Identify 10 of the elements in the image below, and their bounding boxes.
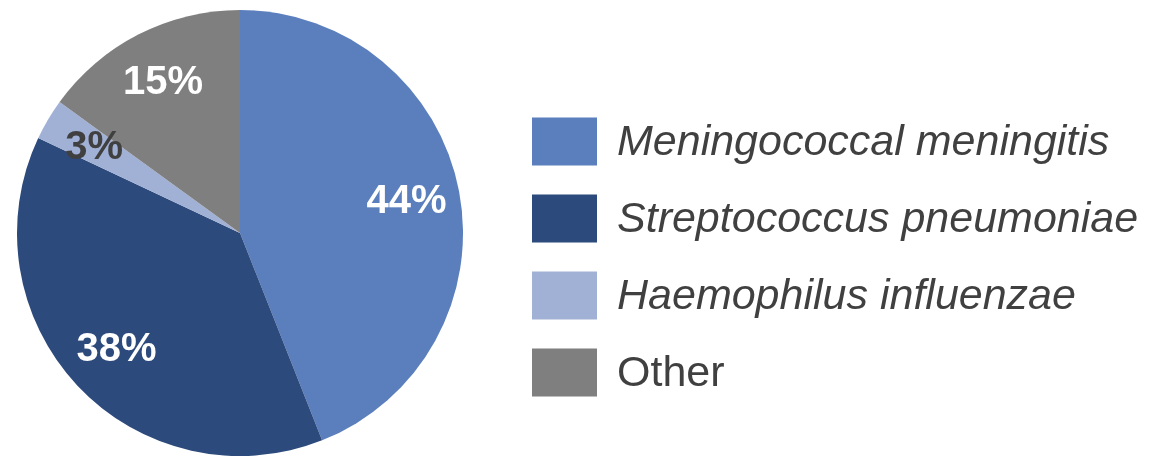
data-label: 3%	[65, 122, 124, 167]
legend-label: Meningococcal meningitis	[617, 115, 1110, 164]
data-label: 15%	[123, 57, 204, 102]
legend-label: Other	[617, 346, 725, 395]
legend-label: Haemophilus influenzae	[617, 269, 1076, 318]
legend-label: Streptococcus pneumoniae	[617, 192, 1139, 241]
pie-slice	[59, 10, 240, 233]
data-label: 44%	[366, 177, 447, 222]
data-label: 38%	[76, 325, 157, 370]
pie-slice	[240, 10, 463, 441]
